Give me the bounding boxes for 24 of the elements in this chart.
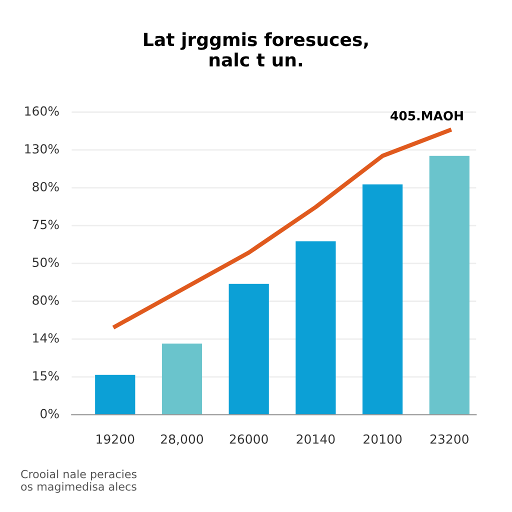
bar	[95, 374, 136, 415]
bar	[228, 284, 269, 415]
text: 75%	[32, 220, 59, 230]
text: 15%	[33, 371, 59, 381]
text: Crooial nale peracies os magimedisa alecs	[21, 470, 137, 493]
text: 130%	[25, 144, 59, 154]
bar	[162, 344, 202, 415]
x-tick-label: 19200	[96, 434, 134, 444]
text: 14%	[33, 333, 59, 343]
bar	[362, 184, 403, 415]
text: 405.MAOH	[390, 111, 463, 120]
x-tick-label: 28,000	[161, 434, 204, 446]
x-tick-label: 20100	[364, 434, 402, 444]
chart-title: Lat jrggmis foresuces, nalc t un.	[144, 32, 368, 67]
bar	[296, 241, 336, 415]
x-tick-label: 20140	[296, 434, 335, 444]
bar	[429, 156, 470, 415]
text: 50%	[32, 258, 59, 268]
x-tick-label: 23200	[430, 434, 468, 444]
text: 80%	[32, 182, 59, 192]
text: 160%	[25, 106, 59, 116]
text: 80%	[32, 295, 59, 305]
x-tick-label: 26000	[230, 434, 268, 444]
text: 0%	[40, 408, 59, 418]
